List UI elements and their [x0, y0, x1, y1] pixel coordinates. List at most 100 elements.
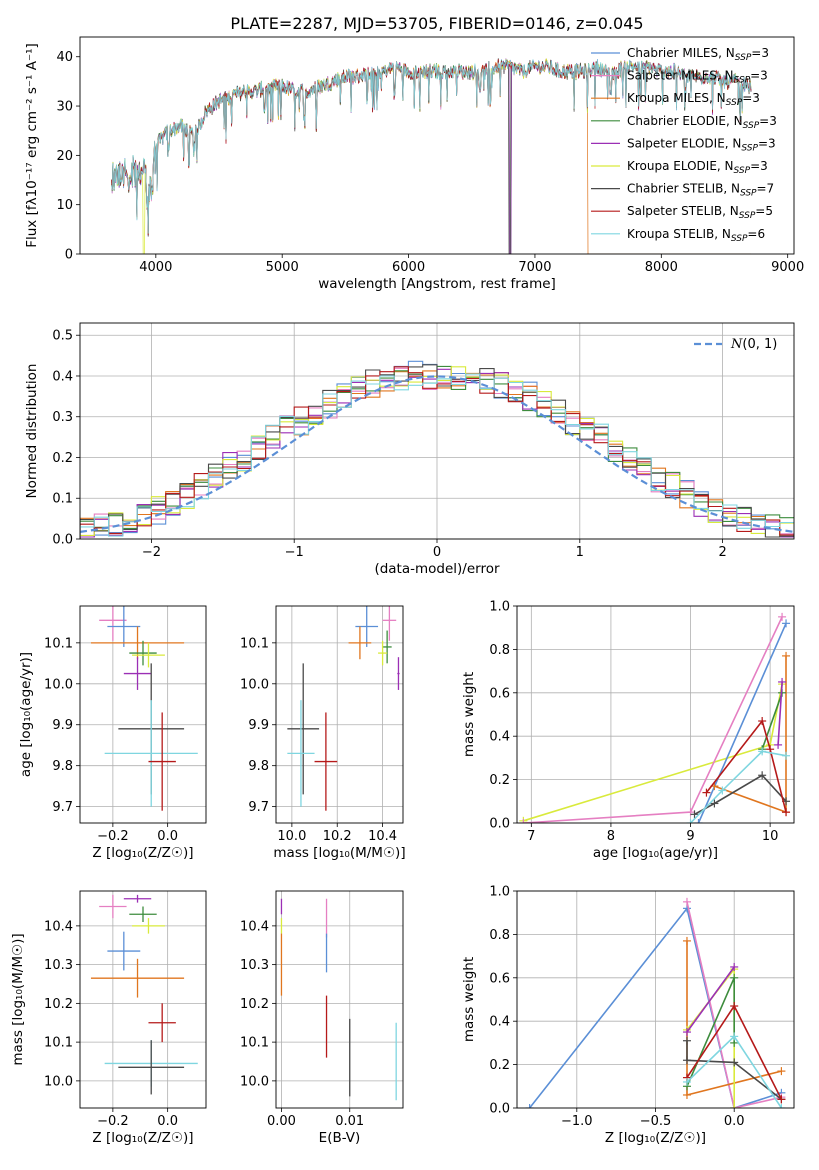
legend-entry: Chabrier ELODIE, NSSP=3 [627, 114, 777, 131]
x-axis-label: E(B-V) [319, 1130, 361, 1146]
x-tick-label: 5000 [266, 260, 299, 275]
x-axis-label: age [log₁₀(age/yr)] [593, 845, 718, 861]
x-tick-label: 10.0 [277, 829, 306, 844]
x-tick-label: −0.5 [640, 1114, 672, 1129]
y-tick-label: 0.4 [489, 730, 510, 745]
x-tick-label: 0.00 [267, 1114, 296, 1129]
massweight-series-line [686, 966, 735, 1108]
y-tick-label: 10.1 [240, 636, 269, 651]
x-tick-label: 7 [527, 829, 535, 844]
mass_vs_ebv-frame [275, 890, 404, 1109]
massweight_vs_Z-frame [516, 890, 795, 1109]
massweight-series-line [686, 977, 735, 1087]
y-tick-label: 10.3 [240, 958, 269, 973]
legend-entry: Kroupa STELIB, NSSP=6 [627, 227, 765, 244]
y-tick-label: 0.2 [489, 1058, 510, 1073]
legend-entry: Salpeter MILES, NSSP=3 [627, 69, 768, 86]
y-tick-label: 0.4 [489, 1015, 510, 1030]
legend-entry: Chabrier STELIB, NSSP=7 [627, 182, 774, 199]
y-tick-label: 10.2 [240, 997, 269, 1012]
y-tick-label: 0.3 [52, 410, 73, 425]
y-tick-label: 0.0 [52, 533, 73, 548]
legend-entry: Chabrier MILES, NSSP=3 [627, 46, 769, 63]
mass_vs_ebv-plot-area [280, 898, 397, 1101]
x-tick-label: −1.0 [561, 1114, 593, 1129]
legend-entry: Salpeter ELODIE, NSSP=3 [627, 136, 776, 153]
y-tick-label: 10.1 [44, 1036, 73, 1051]
legend-entry: Kroupa MILES, NSSP=3 [627, 91, 760, 108]
y-tick-label: 20 [56, 149, 73, 164]
legend-entry: Salpeter STELIB, NSSP=5 [627, 204, 773, 221]
y-axis-label: Normed distribution [24, 364, 40, 499]
age_vs_mass-axes: 10.0 10.2 10.4 9.7 9.8 9.9 10.0 10.1 mass [log₁₀… [240, 605, 406, 861]
x-tick-label: 0.01 [335, 1114, 364, 1129]
y-axis-label: age [log₁₀(age/yr)] [18, 652, 34, 777]
y-axis-label: Flux [fλ10⁻¹⁷ erg cm⁻² s⁻¹ A⁻¹] [24, 43, 40, 248]
x-tick-label: 9 [686, 829, 694, 844]
x-axis-label: (data-model)/error [374, 561, 500, 577]
y-tick-label: 10.0 [44, 677, 73, 692]
x-tick-label: 6000 [392, 260, 425, 275]
y-tick-label: 0.2 [52, 451, 73, 466]
y-tick-label: 0.5 [52, 329, 73, 344]
y-tick-label: 0.1 [52, 492, 73, 507]
y-tick-label: 9.8 [248, 759, 269, 774]
x-axis-label: wavelength [Angstrom, rest frame] [318, 276, 556, 292]
histogram-series [80, 373, 794, 539]
figure-title: PLATE=2287, MJD=53705, FIBERID=0146, z=0… [230, 14, 643, 33]
x-tick-label: 7000 [518, 260, 551, 275]
massweight-series-line [686, 966, 735, 1033]
age_vs_Z-plot-area [90, 606, 198, 811]
x-axis-label: mass [log₁₀(M/M☉)] [273, 845, 405, 861]
massweight-series-line [705, 719, 787, 813]
x-tick-label: −0.2 [97, 1114, 129, 1129]
spectrum-series-line [111, 59, 752, 234]
y-tick-label: 9.7 [52, 800, 73, 815]
massweight_vs_Z-axes: −1.0 −0.5 0.0 0.0 0.2 0.4 0.6 0.8 1.0 Z [log₁₀(Z/… [461, 885, 795, 1146]
spectrum-frame [79, 36, 795, 255]
y-tick-label: 10.2 [44, 997, 73, 1012]
x-tick-label: 10.4 [368, 829, 397, 844]
x-tick-label: 10 [762, 829, 779, 844]
y-tick-label: 0.8 [489, 643, 510, 658]
y-tick-label: 10.1 [240, 1036, 269, 1051]
y-tick-label: 30 [56, 100, 73, 115]
x-tick-label: 0.0 [157, 829, 178, 844]
x-tick-label: 8 [607, 829, 615, 844]
massweight_vs_age-frame [516, 605, 795, 824]
y-tick-label: 9.8 [52, 759, 73, 774]
x-tick-label: −2 [142, 545, 161, 560]
massweight-series-line [777, 681, 783, 745]
gaussian-reference-curve [80, 375, 794, 533]
mass_vs_Z-plot-area [90, 894, 198, 1095]
spectrum-plot-area [111, 58, 752, 254]
y-axis-label: mass [log₁₀(M/M☉)] [10, 933, 26, 1065]
x-tick-label: 4000 [139, 260, 172, 275]
spectrum-series-line [111, 58, 751, 254]
y-tick-label: 0.0 [489, 817, 510, 832]
age_vs_mass-plot-area [287, 606, 400, 811]
massweight-series-line [689, 750, 787, 823]
spectrum-axes: 4000 5000 6000 7000 8000 9000 0 10 20 30 40 wavelen… [24, 36, 804, 292]
y-tick-label: 9.9 [248, 718, 269, 733]
y-tick-label: 0.6 [489, 971, 510, 986]
x-tick-label: 2 [718, 545, 726, 560]
y-tick-label: 10.1 [44, 636, 73, 651]
massweight-series-line [686, 901, 782, 1108]
spectrum-series-line [111, 58, 752, 254]
y-tick-label: 10.0 [240, 677, 269, 692]
massweight-series-line [697, 623, 787, 823]
y-tick-label: 10.3 [44, 958, 73, 973]
x-tick-label: 0 [433, 545, 441, 560]
age_vs_Z-frame [79, 605, 207, 824]
residuals-plot-area [80, 360, 794, 539]
spectrum-series-line [111, 58, 752, 254]
y-tick-label: 0.4 [52, 369, 73, 384]
massweight-series-line [761, 692, 783, 750]
y-tick-label: 10.4 [44, 919, 73, 934]
x-axis-label: Z [log₁₀(Z/Z☉)] [605, 1130, 706, 1146]
age_vs_Z-axes: −0.2 0.0 9.7 9.8 9.9 10.0 10.1 Z [log₁₀(Z/Z☉)] a… [18, 605, 207, 861]
massweight_vs_age-axes: 7 8 9 10 0.0 0.2 0.4 0.6 0.8 1.0 age [log₁₀(age/yr… [461, 600, 795, 861]
y-tick-label: 9.9 [52, 718, 73, 733]
